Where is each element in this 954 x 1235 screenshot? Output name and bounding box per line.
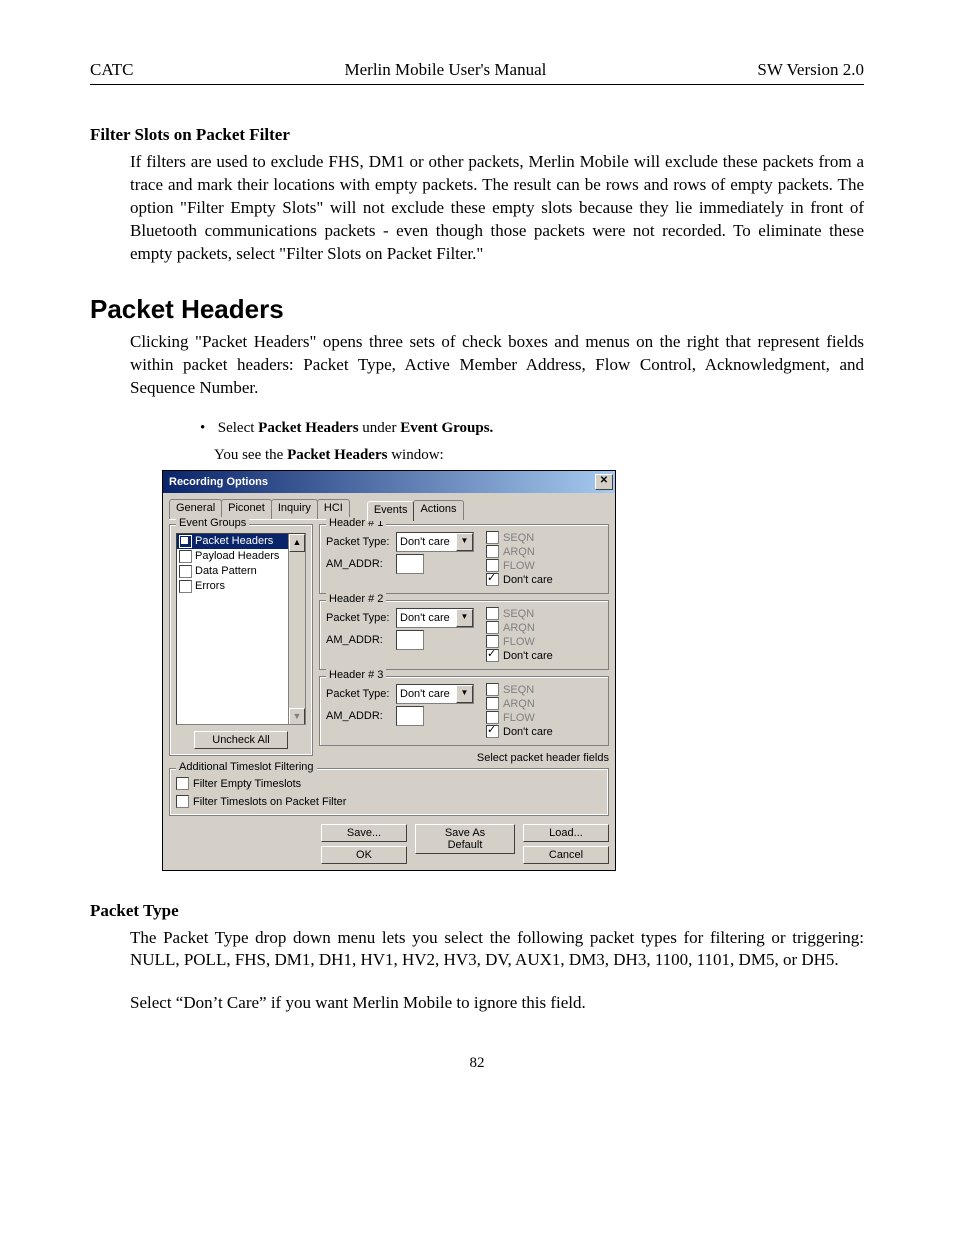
ok-button[interactable]: OK: [321, 846, 407, 864]
save-button[interactable]: Save...: [321, 824, 407, 842]
packet-type-combo-1[interactable]: Don't care▼: [396, 532, 474, 552]
checkbox-icon[interactable]: [179, 550, 192, 563]
checkbox-icon[interactable]: [179, 565, 192, 578]
arqn-checkbox-1[interactable]: [486, 545, 499, 558]
tab-inquiry[interactable]: Inquiry: [271, 499, 318, 519]
page-number: 82: [90, 1055, 864, 1072]
dontcare-checkbox-3[interactable]: [486, 725, 499, 738]
right-tab-strip: Events Actions: [367, 500, 463, 520]
seqn-checkbox-3[interactable]: [486, 683, 499, 696]
section-packet-type-body1: The Packet Type drop down menu lets you …: [130, 927, 864, 973]
event-groups-list[interactable]: Packet Headers Payload Headers Data Patt…: [176, 533, 306, 725]
am-addr-label: AM_ADDR:: [326, 558, 392, 570]
page-header: CATC Merlin Mobile User's Manual SW Vers…: [90, 60, 864, 85]
am-addr-input-3[interactable]: [396, 706, 424, 726]
list-item-errors[interactable]: Errors: [177, 579, 305, 594]
packet-type-label: Packet Type:: [326, 536, 392, 548]
scroll-up-icon[interactable]: ▲: [289, 534, 305, 552]
dontcare-checkbox-1[interactable]: [486, 573, 499, 586]
header-center: Merlin Mobile User's Manual: [345, 60, 547, 80]
header-2-group: Header # 2 Packet Type: Don't care▼ AM_A…: [319, 600, 609, 670]
list-item-payload-headers[interactable]: Payload Headers: [177, 549, 305, 564]
close-icon[interactable]: ✕: [595, 474, 613, 490]
scroll-down-icon[interactable]: ▼: [289, 708, 305, 725]
note-window: You see the Packet Headers window:: [214, 447, 864, 464]
tab-piconet[interactable]: Piconet: [221, 499, 272, 519]
checkbox-icon[interactable]: [179, 580, 192, 593]
tab-events[interactable]: Events: [367, 501, 415, 521]
am-addr-input-2[interactable]: [396, 630, 424, 650]
dialog-title: Recording Options: [169, 476, 268, 488]
header-3-group: Header # 3 Packet Type: Don't care▼ AM_A…: [319, 676, 609, 746]
packet-type-combo-2[interactable]: Don't care▼: [396, 608, 474, 628]
recording-options-dialog: Recording Options ✕ General Piconet Inqu…: [162, 470, 616, 871]
event-groups-box: Event Groups Packet Headers Payload Head…: [169, 524, 313, 756]
list-item-data-pattern[interactable]: Data Pattern: [177, 564, 305, 579]
additional-filtering-group: Additional Timeslot Filtering Filter Emp…: [169, 768, 609, 816]
list-scrollbar[interactable]: ▲ ▼: [288, 534, 305, 724]
section-filter-slots-title: Filter Slots on Packet Filter: [90, 125, 864, 145]
packet-type-combo-3[interactable]: Don't care▼: [396, 684, 474, 704]
header-right: SW Version 2.0: [757, 60, 864, 80]
load-button[interactable]: Load...: [523, 824, 609, 842]
seqn-checkbox-1[interactable]: [486, 531, 499, 544]
select-fields-hint: Select packet header fields: [319, 752, 609, 764]
dialog-titlebar[interactable]: Recording Options ✕: [163, 471, 615, 493]
section-packet-headers-title: Packet Headers: [90, 294, 864, 325]
header-1-group: Header # 1 Packet Type: Don't care▼ AM_A…: [319, 524, 609, 594]
tab-actions[interactable]: Actions: [413, 500, 463, 520]
header-left: CATC: [90, 60, 133, 80]
arqn-checkbox-3[interactable]: [486, 697, 499, 710]
section-packet-type-body2: Select “Don’t Care” if you want Merlin M…: [130, 992, 864, 1015]
filter-empty-checkbox[interactable]: [176, 777, 189, 790]
save-as-default-button[interactable]: Save As Default: [415, 824, 515, 854]
section-filter-slots-body: If filters are used to exclude FHS, DM1 …: [130, 151, 864, 266]
section-packet-headers-body: Clicking "Packet Headers" opens three se…: [130, 331, 864, 400]
event-groups-legend: Event Groups: [176, 517, 249, 529]
arqn-checkbox-2[interactable]: [486, 621, 499, 634]
list-item-packet-headers[interactable]: Packet Headers: [177, 534, 305, 549]
tab-general[interactable]: General: [169, 499, 222, 519]
chevron-down-icon[interactable]: ▼: [456, 685, 473, 703]
bullet-select-packet-headers: • Select Packet Headers under Event Grou…: [200, 420, 864, 437]
chevron-down-icon[interactable]: ▼: [456, 609, 473, 627]
chevron-down-icon[interactable]: ▼: [456, 533, 473, 551]
section-packet-type-title: Packet Type: [90, 901, 864, 921]
checkbox-icon[interactable]: [179, 535, 192, 548]
dontcare-checkbox-2[interactable]: [486, 649, 499, 662]
am-addr-input-1[interactable]: [396, 554, 424, 574]
dialog-button-row: Save... OK Save As Default Load... Cance…: [169, 824, 609, 864]
seqn-checkbox-2[interactable]: [486, 607, 499, 620]
filter-timeslots-checkbox[interactable]: [176, 795, 189, 808]
uncheck-all-button[interactable]: Uncheck All: [194, 731, 288, 749]
cancel-button[interactable]: Cancel: [523, 846, 609, 864]
tab-hci[interactable]: HCI: [317, 499, 350, 519]
